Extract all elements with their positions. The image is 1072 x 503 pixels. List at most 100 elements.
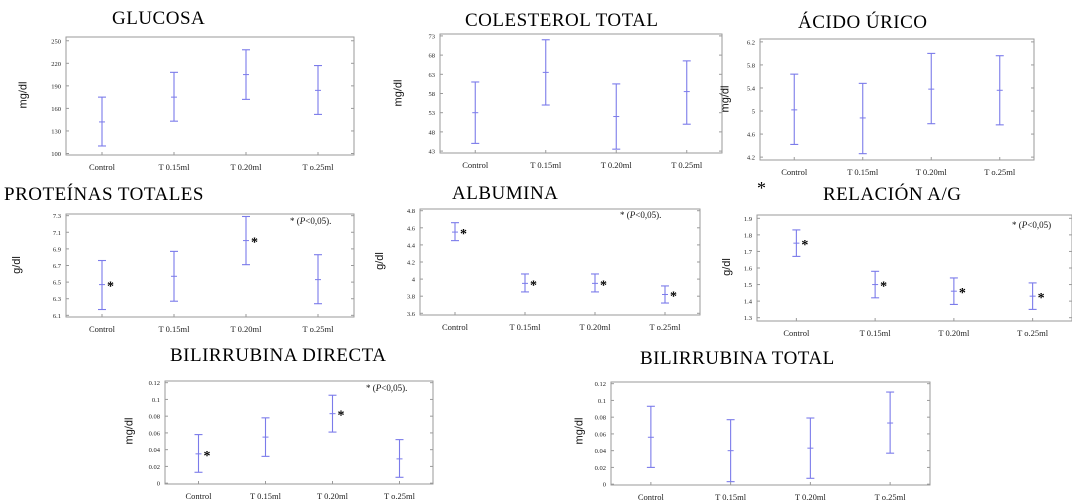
y-tick-label: 48	[429, 129, 436, 136]
y-tick-label: 220	[51, 61, 61, 68]
y-tick-label: 0.06	[595, 431, 607, 438]
plot-frame	[439, 33, 723, 154]
significance-note: * (P<0,05).	[366, 383, 408, 393]
significance-asterisk: *	[801, 238, 808, 253]
y-tick-label: 4.6	[747, 132, 756, 139]
y-tick-label: 1.7	[744, 249, 753, 256]
y-tick-label: 0.02	[595, 465, 606, 472]
y-axis-label: g/dl	[720, 258, 733, 276]
plot-frame	[610, 381, 931, 486]
y-tick-label: 1.6	[744, 266, 753, 273]
y-tick-label: 4	[412, 277, 416, 284]
y-tick-label: 58	[429, 91, 436, 98]
y-tick-label: 0.06	[149, 430, 161, 437]
y-axis-label: mg/dl	[719, 85, 732, 113]
x-tick-label: T 0.15ml	[860, 328, 892, 338]
chart-title: COLESTEROL TOTAL	[465, 10, 659, 31]
y-tick-label: 7.1	[53, 230, 61, 237]
significance-asterisk: *	[460, 227, 467, 242]
y-tick-label: 0	[157, 481, 160, 488]
plot-frame	[419, 208, 701, 316]
x-tick-label: T o.25ml	[649, 322, 681, 332]
y-tick-label: 1.8	[744, 232, 752, 239]
x-tick-label: T 0.20ml	[795, 492, 827, 502]
x-tick-label: T 0.20ml	[230, 162, 262, 172]
y-tick-label: 73	[429, 33, 436, 40]
x-tick-label: Control	[638, 492, 665, 502]
x-tick-label: Control	[781, 167, 808, 177]
y-tick-label: 6.2	[747, 39, 755, 46]
significance-asterisk: *	[251, 236, 258, 251]
plot-frame	[65, 36, 355, 156]
significance-asterisk: *	[107, 280, 114, 295]
y-tick-label: 1.5	[744, 282, 752, 289]
x-tick-label: T 0.20ml	[601, 160, 633, 170]
y-tick-label: 4.2	[407, 260, 415, 267]
y-tick-label: 0.12	[595, 381, 606, 388]
y-tick-label: 0.12	[149, 380, 160, 387]
y-tick-label: 4.6	[407, 225, 416, 232]
y-tick-label: 0.08	[595, 415, 606, 422]
plot-frame	[759, 38, 1035, 161]
x-tick-label: T o.25ml	[875, 492, 907, 502]
x-tick-label: Control	[462, 160, 489, 170]
x-tick-label: T o.25ml	[1017, 328, 1049, 338]
y-tick-label: 3.6	[407, 311, 416, 318]
y-axis-label: mg/dl	[123, 417, 136, 445]
y-tick-label: 0.1	[598, 398, 606, 405]
y-tick-label: 6.9	[53, 246, 61, 253]
chart-title: ÁCIDO ÚRICO	[798, 12, 928, 33]
x-tick-label: T 0.15ml	[847, 167, 879, 177]
y-tick-label: 3.8	[407, 294, 415, 301]
y-tick-label: 160	[51, 106, 61, 113]
significance-asterisk: *	[530, 278, 537, 293]
y-tick-label: 0.04	[595, 448, 607, 455]
y-tick-label: 5.4	[747, 85, 756, 92]
y-tick-label: 43	[429, 149, 436, 156]
x-tick-label: T o.25ml	[302, 162, 334, 172]
y-tick-label: 7.3	[53, 213, 61, 220]
x-tick-label: T 0.15ml	[530, 160, 562, 170]
y-tick-label: 63	[429, 72, 436, 79]
y-tick-label: 130	[51, 128, 61, 135]
y-tick-label: 0.08	[149, 414, 160, 421]
significance-asterisk: *	[204, 449, 211, 464]
significance-asterisk: *	[600, 278, 607, 293]
x-tick-label: T 0.15ml	[250, 491, 282, 501]
x-tick-label: T 0.15ml	[715, 492, 747, 502]
chart-title: GLUCOSA	[112, 8, 206, 29]
significance-note: * (P<0,05).	[290, 216, 332, 226]
x-tick-label: T 0.20ml	[579, 322, 611, 332]
significance-asterisk: *	[1038, 291, 1045, 306]
y-tick-label: 250	[51, 38, 61, 45]
y-tick-label: 68	[429, 53, 436, 60]
significance-asterisk: *	[338, 409, 345, 424]
x-tick-label: Control	[783, 328, 810, 338]
y-tick-label: 6.5	[53, 280, 61, 287]
significance-asterisk: *	[880, 280, 887, 295]
x-tick-label: Control	[442, 322, 469, 332]
y-tick-label: 53	[429, 110, 436, 117]
x-tick-label: T 0.15ml	[158, 162, 190, 172]
y-tick-label: 4.8	[407, 208, 415, 215]
y-axis-label: mg/dl	[392, 79, 405, 107]
chart-title: RELACIÓN A/G	[823, 184, 962, 205]
x-tick-label: T 0.20ml	[938, 328, 970, 338]
chart-title: PROTEÍNAS TOTALES	[4, 184, 204, 205]
y-axis-label: g/dl	[373, 252, 386, 270]
y-tick-label: 5.8	[747, 62, 755, 69]
x-tick-label: T 0.15ml	[509, 322, 541, 332]
y-tick-label: 1.3	[744, 315, 752, 322]
y-tick-label: 0	[603, 482, 606, 489]
y-tick-label: 4.2	[747, 155, 755, 162]
y-tick-label: 1.9	[744, 216, 752, 223]
y-tick-label: 0.1	[152, 397, 160, 404]
y-tick-label: 6.1	[53, 313, 61, 320]
y-axis-label: g/dl	[10, 256, 23, 274]
x-tick-label: Control	[89, 324, 116, 334]
x-tick-label: T o.25ml	[302, 324, 334, 334]
